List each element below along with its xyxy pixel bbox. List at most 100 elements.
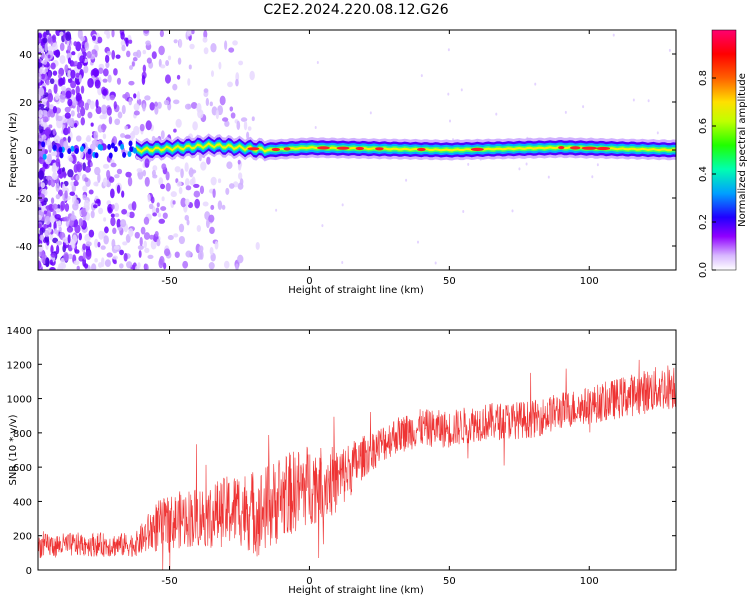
band-blob (70, 145, 75, 152)
noise-speckle (174, 166, 181, 173)
noise-speckle (52, 128, 56, 136)
noise-speckle (158, 218, 166, 224)
noise-speckle (122, 93, 128, 99)
noise-speckle (237, 254, 244, 264)
noise-speckle (124, 125, 129, 130)
noise-speckle (50, 62, 56, 70)
faint-speck (632, 98, 635, 102)
noise-speckle (60, 85, 67, 91)
y-tick-label: 1000 (7, 395, 32, 406)
noise-speckle (161, 196, 165, 202)
faint-speck (341, 261, 344, 265)
noise-speckle (65, 90, 72, 99)
noise-speckle (38, 214, 42, 221)
noise-speckle (238, 172, 243, 180)
noise-speckle (66, 226, 74, 233)
noise-speckle (82, 185, 88, 192)
noise-speckle (104, 54, 110, 63)
noise-speckle (49, 259, 53, 266)
noise-speckle (160, 64, 166, 69)
noise-speckle (167, 55, 172, 61)
noise-speckle (70, 181, 74, 187)
x-tick-label: 50 (443, 276, 456, 287)
noise-speckle (224, 40, 228, 51)
noise-speckle (78, 218, 84, 227)
noise-speckle (52, 70, 58, 76)
faint-speck (405, 178, 408, 182)
noise-speckle (54, 92, 60, 101)
noise-speckle (91, 263, 97, 270)
noise-speckle (73, 260, 80, 266)
band-blob (80, 145, 85, 152)
noise-speckle (128, 97, 133, 106)
snr-panel: -50 0 50 100 0 200 400 600 800 1000 1200 1400 Heig… (7, 326, 677, 596)
noise-speckle (106, 32, 111, 39)
noise-speckle (180, 168, 184, 179)
noise-speckle (114, 118, 121, 126)
noise-speckle (208, 214, 215, 223)
band-hot-spot (417, 147, 426, 152)
noise-speckle (43, 210, 47, 215)
noise-speckle (180, 197, 187, 208)
noise-speckle (38, 72, 42, 83)
noise-speckle (117, 226, 122, 231)
noise-speckle (47, 54, 51, 59)
faint-speck (656, 131, 659, 135)
noise-speckle (121, 209, 128, 215)
noise-speckle (175, 118, 182, 128)
snr-y-ticks: 0 200 400 600 800 1000 1200 1400 (7, 326, 676, 577)
faint-speck (591, 175, 594, 179)
noise-speckle (189, 43, 195, 50)
noise-speckle (80, 106, 86, 117)
noise-speckle (94, 166, 101, 176)
noise-speckle (67, 126, 71, 134)
noise-speckle (162, 262, 167, 270)
chart-title: C2E2.2024.220.08.12.G26 (263, 2, 448, 18)
noise-speckle (87, 111, 93, 119)
noise-speckle (182, 260, 189, 269)
noise-speckle (173, 128, 177, 133)
noise-speckle (50, 177, 56, 188)
noise-speckle (55, 182, 60, 193)
noise-speckle (41, 134, 47, 140)
noise-speckle (53, 83, 58, 94)
noise-speckle (92, 204, 98, 209)
noise-speckle (145, 120, 152, 131)
noise-speckle (221, 204, 226, 210)
noise-speckle (138, 250, 142, 258)
noise-speckle (116, 184, 121, 194)
noise-speckle (147, 193, 151, 203)
noise-speckle (247, 126, 252, 131)
noise-speckle (45, 30, 50, 36)
band-blob (42, 153, 47, 160)
noise-speckle (74, 224, 81, 234)
noise-speckle (118, 263, 124, 269)
faint-speck (316, 61, 319, 65)
noise-speckle (100, 124, 107, 131)
noise-speckle (62, 170, 67, 179)
noise-speckle (46, 100, 50, 109)
noise-speckle (53, 135, 61, 144)
noise-speckle (47, 71, 52, 81)
noise-speckle (108, 116, 113, 125)
noise-speckle (158, 177, 164, 186)
noise-speckle (145, 40, 151, 46)
noise-speckle (102, 133, 107, 140)
noise-speckle (50, 252, 57, 258)
noise-speckle (128, 228, 134, 237)
noise-speckle (89, 161, 93, 167)
noise-speckle (88, 229, 95, 238)
noise-speckle (137, 262, 141, 269)
noise-speckle (124, 134, 131, 139)
noise-speckle (43, 59, 48, 65)
noise-speckle (133, 125, 140, 136)
noise-speckle (119, 219, 127, 228)
noise-speckle (67, 234, 71, 244)
noise-speckle (64, 64, 69, 73)
band-hot-spot (336, 146, 350, 150)
noise-speckle (90, 122, 94, 127)
noise-speckle (52, 172, 58, 181)
noise-speckle (160, 206, 167, 212)
noise-speckle (75, 174, 80, 181)
noise-speckle (163, 99, 170, 106)
